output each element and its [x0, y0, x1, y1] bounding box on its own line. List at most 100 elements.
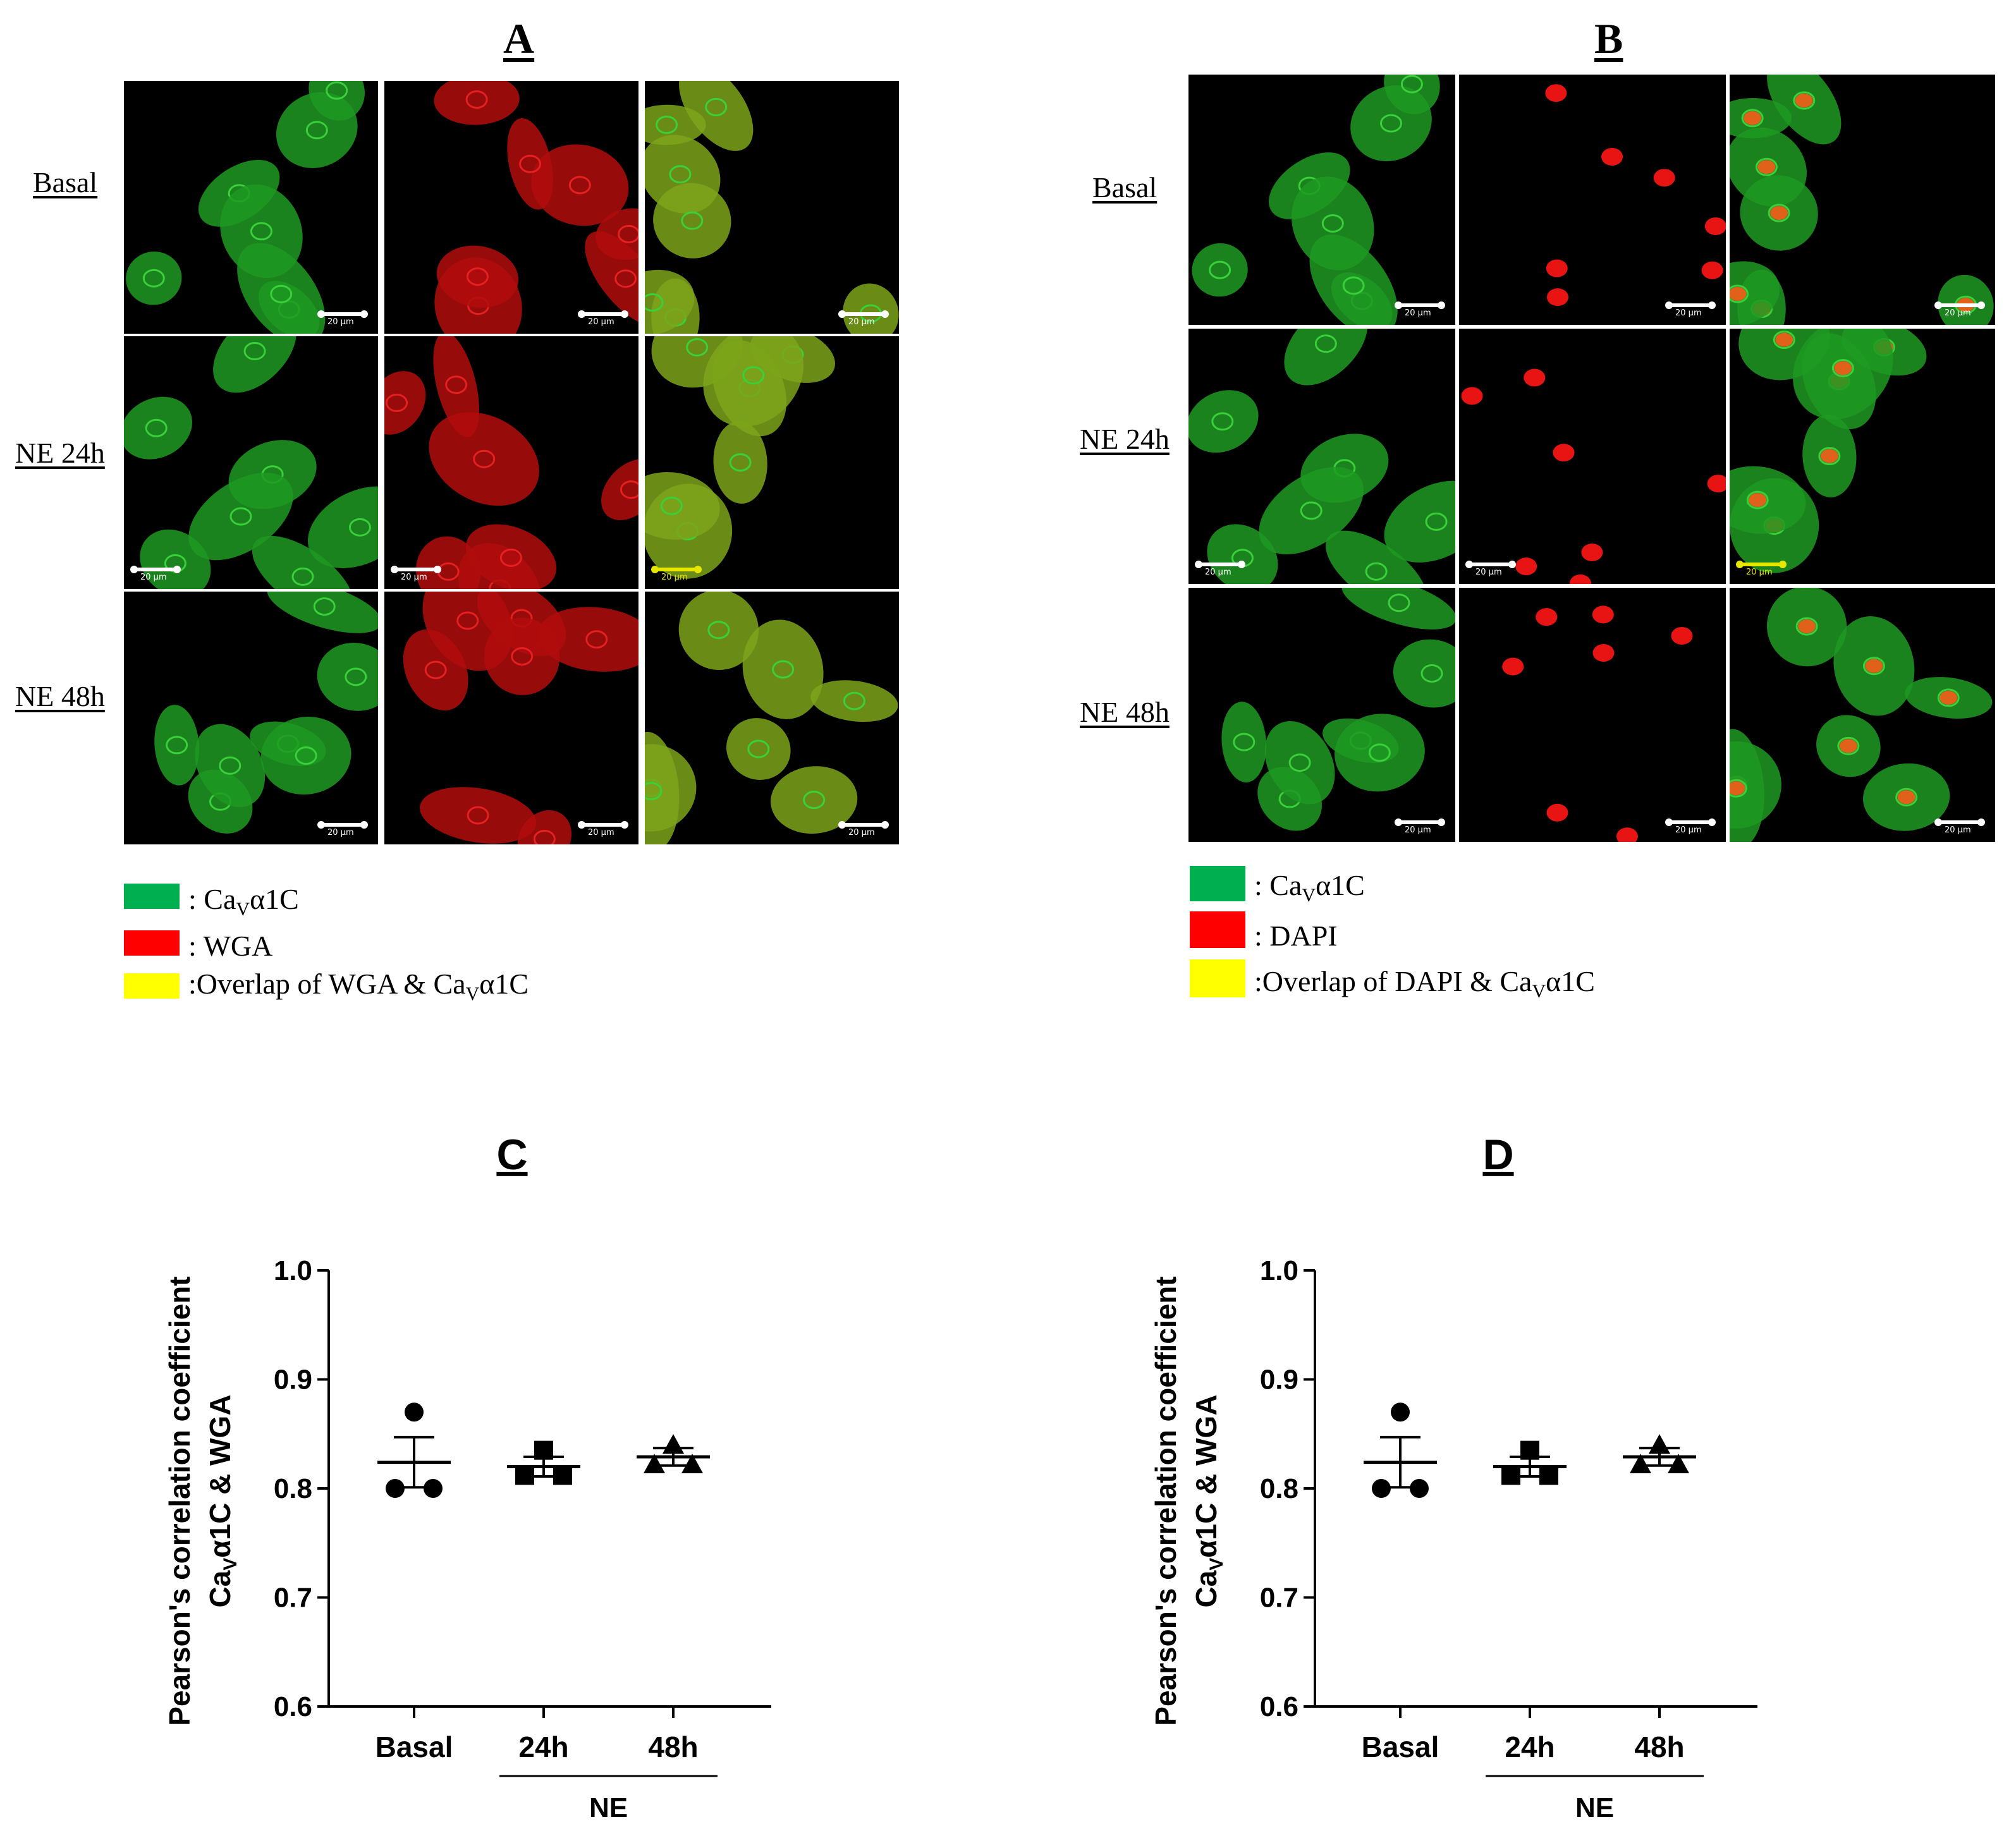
y-axis-label-line1: Pearson's correlation coefficient — [163, 1276, 196, 1725]
y-tick-label: 0.9 — [274, 1365, 312, 1396]
data-point — [681, 1454, 703, 1474]
x-tick-label: Basal — [1362, 1731, 1439, 1763]
panel-a-row-label-ne48: NE 48h — [15, 680, 105, 712]
panel-a-tile-r3-c2: 20 μm — [384, 592, 638, 844]
scale-bar-label: 20 μm — [327, 828, 354, 837]
scale-bar — [838, 310, 889, 318]
panel-a-tile-r2-c2: 20 μm — [384, 336, 638, 589]
data-point — [405, 1402, 424, 1422]
scale-bar — [1934, 818, 1985, 826]
panel-b-row-label-basal: Basal — [1092, 171, 1158, 204]
scale-bar — [578, 821, 628, 829]
y-tick-label: 0.7 — [274, 1583, 312, 1614]
panel-a-tile-r3-c1: 20 μm — [124, 592, 378, 844]
panel-b-tile-r2-c2: 20 μm — [1459, 329, 1726, 584]
scale-bar — [1934, 301, 1985, 309]
data-point — [1668, 1454, 1689, 1474]
legend-b-yellow-text: :Overlap of DAPI & CaVα1C — [1254, 965, 1595, 1002]
legend-a-green-text: : CaVα1C — [188, 883, 299, 920]
scale-bar-label: 20 μm — [1475, 568, 1502, 577]
panel-b-tile-r3-c1: 20 μm — [1188, 588, 1455, 842]
y-tick-label: 1.0 — [274, 1255, 312, 1286]
data-point — [644, 1454, 665, 1474]
x-tick-label: 48h — [648, 1731, 698, 1763]
data-point — [1630, 1454, 1651, 1474]
scale-bar — [317, 821, 368, 829]
y-axis-label: Pearson's correlation coefficient CaVα1C … — [1149, 1276, 1227, 1725]
scale-bar — [1665, 818, 1716, 826]
group-label: NE — [1575, 1792, 1614, 1823]
y-axis-label-line2: CaVα1C & WGA — [1190, 1394, 1227, 1607]
panel-b-tile-r2-c3: 20 μm — [1730, 329, 1995, 584]
x-tick-label: Basal — [376, 1731, 453, 1763]
y-axis-label: Pearson's correlation coefficient CaVα1C … — [163, 1276, 241, 1725]
legend-a-yellow-swatch — [124, 973, 180, 999]
y-tick-label: 0.8 — [274, 1473, 312, 1504]
panel-a-tile-r2-c3: 20 μm — [645, 336, 899, 589]
panel-b-tile-r2-c1: 20 μm — [1188, 329, 1455, 584]
chart-c: C 0.6 0.7 0.8 0.9 1.0 Pearson's correlation co… — [126, 1125, 822, 1827]
legend-a-red-text: : WGA — [188, 930, 273, 962]
scale-bar — [1195, 561, 1245, 568]
data-point — [1391, 1402, 1410, 1422]
scale-bar-label: 20 μm — [1945, 825, 1971, 835]
chart-d-svg: D 0.6 0.7 0.8 0.9 1.0 Pearson's correlation co… — [1149, 1131, 1757, 1823]
scale-bar-label: 20 μm — [140, 573, 167, 582]
y-tick-label: 0.7 — [1260, 1583, 1298, 1614]
y-tick-label: 0.8 — [1260, 1473, 1298, 1504]
scale-bar-label: 20 μm — [1405, 308, 1431, 318]
panel-b-tile-r1-c2: 20 μm — [1459, 75, 1726, 325]
x-tick-label: 48h — [1634, 1731, 1684, 1763]
scale-bar-label: 20 μm — [1675, 308, 1702, 318]
scale-bar — [838, 821, 889, 829]
scale-bar — [130, 566, 181, 573]
scale-bar-label: 20 μm — [848, 317, 875, 327]
chart-title: C — [496, 1131, 527, 1179]
panel-b-tile-r3-c2: 20 μm — [1459, 588, 1726, 842]
legend-b-green-text: : CaVα1C — [1254, 869, 1365, 906]
panel-b-title: B — [1594, 15, 1623, 63]
panel-a-tile-r1-c3: 20 μm — [645, 81, 899, 334]
scale-bar — [1736, 561, 1787, 568]
scale-bar — [1665, 301, 1716, 309]
scale-bar-label: 20 μm — [1405, 825, 1431, 835]
panel-a-row-label-basal: Basal — [33, 166, 98, 198]
y-tick-label: 1.0 — [1260, 1255, 1298, 1286]
scale-bar — [1395, 818, 1445, 826]
x-tick-label: 24h — [1505, 1731, 1555, 1763]
scale-bar — [317, 310, 368, 318]
scale-bar — [391, 566, 441, 573]
scale-bar — [651, 566, 702, 573]
y-tick-label: 0.6 — [1260, 1691, 1298, 1722]
scale-bar-label: 20 μm — [1675, 825, 1702, 835]
panel-b-row-label-ne48: NE 48h — [1080, 696, 1170, 728]
panel-b-tile-r1-c1: 20 μm — [1188, 75, 1455, 325]
scale-bar-label: 20 μm — [1746, 568, 1773, 577]
legend-b-red-swatch — [1190, 911, 1245, 948]
y-axis-label-line2: CaVα1C & WGA — [204, 1394, 241, 1607]
group-label: NE — [589, 1792, 628, 1823]
scale-bar-label: 20 μm — [1945, 308, 1971, 318]
scale-bar-label: 20 μm — [661, 573, 688, 582]
scale-bar-label: 20 μm — [588, 828, 614, 837]
chart-c-svg: C 0.6 0.7 0.8 0.9 1.0 Pearson's correlation co… — [163, 1131, 771, 1823]
scale-bar-label: 20 μm — [588, 317, 614, 327]
scale-bar — [1465, 561, 1516, 568]
scale-bar — [578, 310, 628, 318]
y-tick-label: 0.6 — [274, 1691, 312, 1722]
scale-bar-label: 20 μm — [401, 573, 427, 582]
legend-b-red-text: : DAPI — [1254, 920, 1338, 952]
scale-bar — [1395, 301, 1445, 309]
legend-b-yellow-swatch — [1190, 959, 1245, 997]
legend-a-yellow-text: :Overlap of WGA & CaVα1C — [188, 968, 529, 1005]
panel-a-tile-r2-c1: 20 μm — [124, 336, 378, 589]
panel-b-row-label-ne24: NE 24h — [1080, 423, 1170, 455]
legend-a-green-swatch — [124, 884, 180, 909]
panel-a-row-label-ne24: NE 24h — [15, 437, 105, 469]
scale-bar-label: 20 μm — [327, 317, 354, 327]
y-tick-label: 0.9 — [1260, 1365, 1298, 1396]
y-axis-label-line1: Pearson's correlation coefficient — [1149, 1276, 1182, 1725]
panel-b-tile-r3-c3: 20 μm — [1730, 588, 1995, 842]
chart-d: D 0.6 0.7 0.8 0.9 1.0 Pearson's correlation co… — [1113, 1125, 1808, 1827]
panel-b-tile-r1-c3: 20 μm — [1730, 75, 1995, 325]
